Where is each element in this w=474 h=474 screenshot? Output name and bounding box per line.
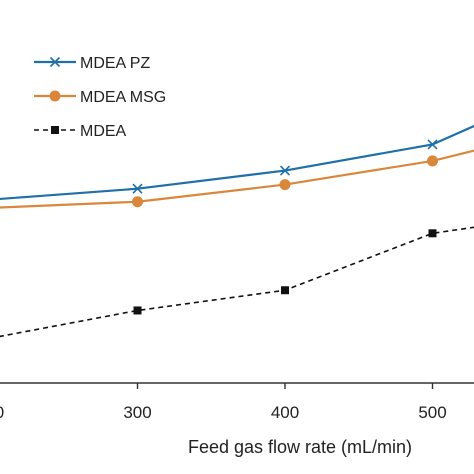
data-point-circle-marker — [279, 179, 291, 191]
series-line-mdea — [0, 226, 474, 338]
legend-label: MDEA MSG — [80, 89, 166, 106]
data-point-x-marker — [49, 56, 61, 68]
series-mdea — [0, 226, 474, 338]
legend-item-mdea: MDEA — [34, 123, 127, 140]
data-point-x-marker — [427, 139, 438, 150]
data-point-square-marker — [428, 229, 437, 238]
x-axis-title: Feed gas flow rate (mL/min) — [188, 437, 412, 457]
data-point-x-marker — [279, 165, 291, 176]
x-tick-label: 500 — [418, 403, 446, 422]
data-point-circle-marker — [427, 155, 438, 167]
series-line-mdea-msg — [0, 149, 474, 209]
x-tick-label: 400 — [271, 403, 299, 422]
x-ticks: 200 300 400 500 — [0, 383, 447, 422]
x-tick-label: 300 — [123, 403, 151, 422]
data-point-circle-marker — [132, 196, 143, 208]
series-mdea-pz — [0, 124, 474, 201]
series-layer — [0, 124, 474, 338]
series-mdea-msg — [0, 149, 474, 209]
data-point-square-marker — [281, 286, 289, 295]
legend-item-mdea-pz: MDEA PZ — [34, 55, 150, 72]
legend-label: MDEA — [80, 123, 127, 140]
legend-label: MDEA PZ — [80, 55, 150, 72]
data-point-square-marker — [51, 126, 59, 134]
data-point-x-marker — [132, 183, 143, 194]
legend: MDEA PZ MDEA MSG MDEA — [34, 55, 166, 140]
data-point-circle-marker — [49, 90, 61, 102]
data-point-square-marker — [133, 306, 142, 315]
x-tick-label: 200 — [0, 403, 4, 422]
legend-item-mdea-msg: MDEA MSG — [34, 89, 166, 106]
